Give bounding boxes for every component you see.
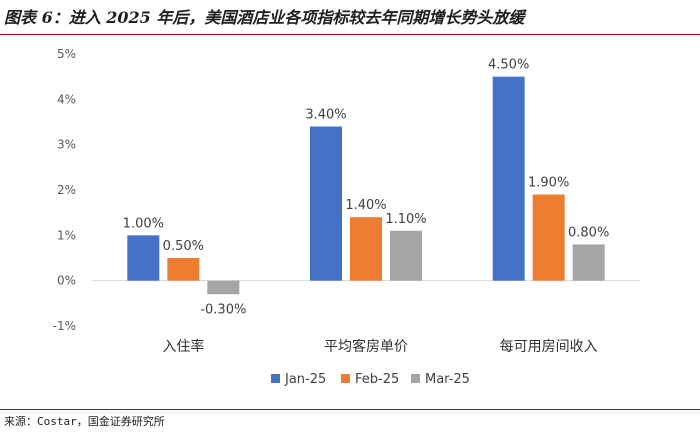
- category-label: 平均客房单价: [324, 338, 408, 355]
- source-note: 来源：Costar，国金证券研究所: [4, 415, 165, 428]
- category-label: 入住率: [162, 338, 204, 355]
- legend-swatch: [271, 374, 280, 383]
- bar: [167, 258, 200, 281]
- bar: [532, 194, 565, 281]
- y-tick-label: 2%: [57, 183, 76, 197]
- y-axis: 5% 4% 3% 2% 1% 0% -1%: [53, 47, 76, 333]
- bar: [127, 235, 160, 281]
- legend: Jan-25 Feb-25 Mar-25: [271, 372, 470, 387]
- data-label: 0.50%: [163, 239, 204, 254]
- figure-title: 图表 6：进入 2025 年后，美国酒店业各项指标较去年同期增长势头放缓: [4, 8, 525, 27]
- data-label: 1.00%: [123, 216, 164, 231]
- legend-swatch: [411, 374, 420, 383]
- bar: [390, 230, 422, 281]
- legend-swatch: [341, 374, 350, 383]
- bar-chart: 5% 4% 3% 2% 1% 0% -1% 1.00% 0.50% -0.30% 3.40% 1.4…: [53, 47, 640, 387]
- data-label: 0.80%: [568, 225, 609, 240]
- bar: [492, 76, 525, 281]
- category-label: 每可用房间收入: [500, 339, 598, 355]
- legend-label: Jan-25: [284, 372, 326, 387]
- data-label: 1.40%: [345, 198, 386, 213]
- data-label: 1.10%: [385, 212, 426, 227]
- y-tick-label: -1%: [53, 319, 76, 333]
- data-label: -0.30%: [200, 302, 246, 317]
- data-labels-group: 1.00% 0.50% -0.30% 3.40% 1.40%1.10% 4.50% 1.90…: [123, 58, 610, 318]
- data-label: 4.50%: [488, 58, 529, 73]
- y-tick-label: 4%: [57, 92, 76, 106]
- y-tick-label: 0%: [57, 274, 76, 288]
- bar: [207, 280, 240, 295]
- data-label: 1.90%: [528, 176, 569, 191]
- bar: [350, 217, 382, 281]
- title-divider: [0, 34, 700, 35]
- data-label: 3.40%: [305, 108, 346, 123]
- y-tick-label: 3%: [57, 138, 76, 152]
- y-tick-label: 5%: [57, 47, 76, 61]
- legend-label: Mar-25: [425, 372, 470, 387]
- legend-label: Feb-25: [355, 372, 399, 387]
- bars-group: [127, 76, 605, 295]
- y-tick-label: 1%: [57, 228, 76, 242]
- bar: [572, 244, 605, 281]
- x-axis: 入住率 平均客房单价 每可用房间收入: [162, 338, 597, 355]
- bar: [310, 126, 342, 281]
- source-divider: [0, 409, 700, 410]
